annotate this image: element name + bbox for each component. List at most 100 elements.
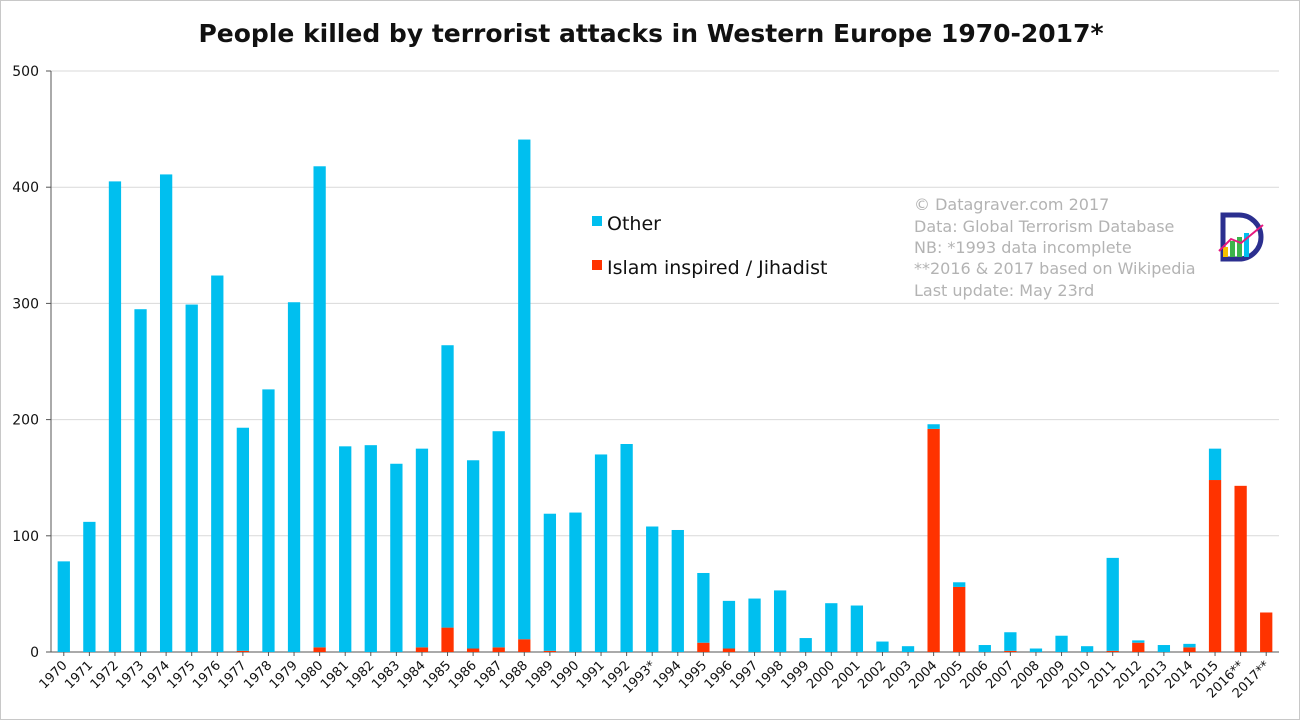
x-tick-label: 1980 [292,658,326,692]
x-tick-label: 1998 [753,658,787,692]
legend: Other Islam inspired / Jihadist [592,213,827,279]
y-tick-label: 500 [12,64,39,80]
legend-swatch-jihadist [592,260,602,270]
credit-line-copyright: © Datagraver.com 2017 [914,195,1109,214]
x-tick-label: 2013 [1137,658,1171,692]
x-tick-label: 2010 [1060,658,1094,692]
x-tick-label: 2009 [1034,658,1068,692]
bar-jihadist-2007 [1004,650,1017,652]
bar-other-1987 [492,431,505,648]
x-tick-label: 2012 [1111,658,1145,692]
bar-other-2003 [901,646,915,652]
bar-jihadist-2005 [953,586,966,652]
bar-jihadist-1986 [466,648,480,652]
x-tick-label: 1973 [113,658,147,692]
x-tick-label: 1981 [318,658,352,692]
bar-other-1970 [57,561,70,652]
bar-other-2002 [876,641,889,652]
legend-label-jihadist: Islam inspired / Jihadist [607,257,827,279]
gridlines [50,70,1279,653]
bar-other-1988 [518,139,531,640]
legend-label-other: Other [607,213,661,235]
x-tick-label: 2008 [1009,658,1043,692]
bar-other-2005 [953,582,966,587]
credit-line-note-1993: NB: *1993 data incomplete [914,238,1132,257]
credit-line-note-2016: **2016 & 2017 based on Wikipedia [914,259,1196,278]
bar-other-2001 [850,605,864,652]
x-tick-label: 1975 [165,658,199,692]
x-tick-label: 2003 [881,658,915,692]
bar-other-1974 [159,174,173,652]
bar-jihadist-1988 [518,639,531,652]
bar-other-1999 [799,638,812,652]
x-tick-label: 1976 [190,658,224,692]
bar-other-1973 [134,309,147,652]
bar-jihadist-2014 [1183,647,1196,652]
bar-jihadist-1995 [697,642,710,652]
chart-title: People killed by terrorist attacks in We… [198,19,1103,48]
bars [57,139,1273,652]
bar-other-2009 [1055,635,1068,652]
x-tick-label: 2001 [830,658,864,692]
bar-other-2007 [1004,632,1017,651]
y-tick-label: 200 [12,413,39,429]
bar-other-2010 [1080,646,1094,652]
x-tick-label: 1996 [702,658,736,692]
x-tick-label: 1995 [676,658,710,692]
bar-other-2015 [1208,448,1222,481]
x-tick-label: 1985 [420,658,454,692]
bar-other-1986 [466,460,480,649]
x-tick-label: 1982 [344,658,378,692]
bar-other-1989 [543,513,557,651]
bar-jihadist-1996 [722,648,736,652]
bar-other-1994 [671,529,684,652]
x-tick-label: 1979 [267,658,301,692]
x-tick-label: 2005 [932,658,966,692]
bar-jihadist-2004 [927,428,940,652]
bar-jihadist-2012 [1132,642,1145,652]
bar-other-1975 [185,304,198,652]
x-tick-label: 1978 [241,658,275,692]
x-tick-label: 1989 [523,658,557,692]
bar-jihadist-2015 [1208,480,1222,652]
x-tick-label: 2011 [1086,658,1120,692]
x-tick-label: 1984 [395,658,429,692]
bar-other-1992 [620,444,633,652]
bar-other-1980 [313,166,326,648]
credit-line-update: Last update: May 23rd [914,281,1094,300]
bar-other-1995 [697,572,710,643]
bar-other-1976 [211,275,224,652]
y-tick-label: 0 [30,645,39,661]
bar-jihadist-2017 [1260,612,1273,652]
x-tick-label: 1983 [369,658,403,692]
bar-jihadist-1985 [441,627,454,652]
x-tick-label: 2014 [1162,658,1196,692]
x-axis-ticks: 1970197119721973197419751976197719781979… [37,652,1273,701]
bar-other-1998 [773,590,787,652]
y-tick-label: 100 [12,529,39,545]
bar-other-2008 [1029,648,1043,652]
bar-jihadist-1984 [415,647,429,652]
datagraver-logo-icon [1218,212,1264,262]
x-tick-label: 2002 [855,658,889,692]
bar-other-1983 [390,463,403,652]
bar-other-1982 [364,445,377,652]
bar-jihadist-1977 [236,650,250,652]
bar-other-1984 [415,448,429,648]
bar-other-1981 [339,446,352,652]
bar-jihadist-2011 [1106,650,1119,652]
y-tick-label: 300 [12,296,39,312]
x-tick-label: 2000 [804,658,838,692]
bar-jihadist-2016 [1234,485,1247,652]
bar-other-2004 [927,424,940,429]
x-tick-label: 1990 [548,658,582,692]
x-tick-label: 1987 [472,658,506,692]
bar-other-1971 [83,521,96,652]
bar-other-2012 [1132,640,1145,643]
x-tick-label: 1974 [139,658,173,692]
bar-other-1991 [594,454,608,652]
bar-other-2006 [978,645,991,652]
x-tick-label: 2006 [958,658,992,692]
